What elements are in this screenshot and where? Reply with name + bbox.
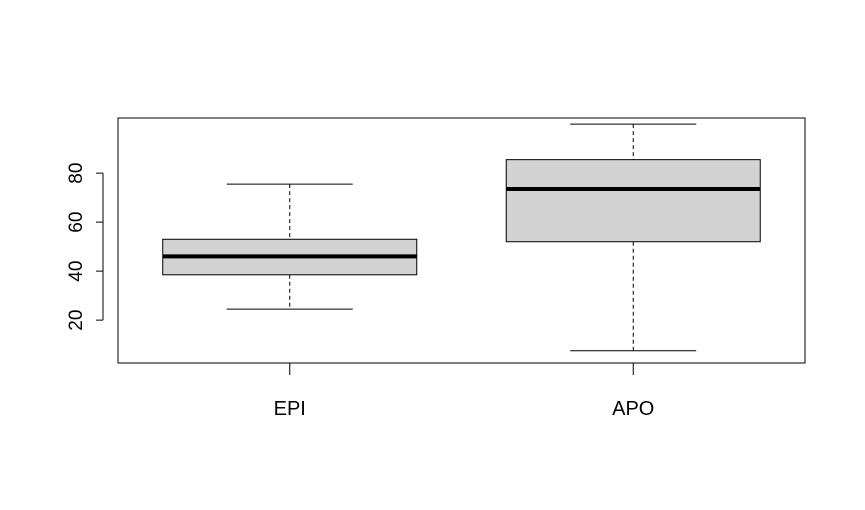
y-tick-label: 60 <box>66 212 87 233</box>
y-tick-label: 40 <box>66 261 87 282</box>
x-axis-ticks: EPI APO <box>274 363 654 420</box>
box-series <box>162 123 761 352</box>
y-axis-ticks: 20 40 60 80 <box>66 163 103 331</box>
plot-area-frame <box>117 117 806 364</box>
y-tick-label: 80 <box>66 163 87 184</box>
box-epi <box>162 183 418 310</box>
interquartile-box <box>505 159 761 243</box>
y-tick-label: 20 <box>66 310 87 331</box>
box-apo <box>505 123 761 352</box>
x-tick-label: APO <box>612 398 654 420</box>
x-tick-label: EPI <box>274 398 306 420</box>
